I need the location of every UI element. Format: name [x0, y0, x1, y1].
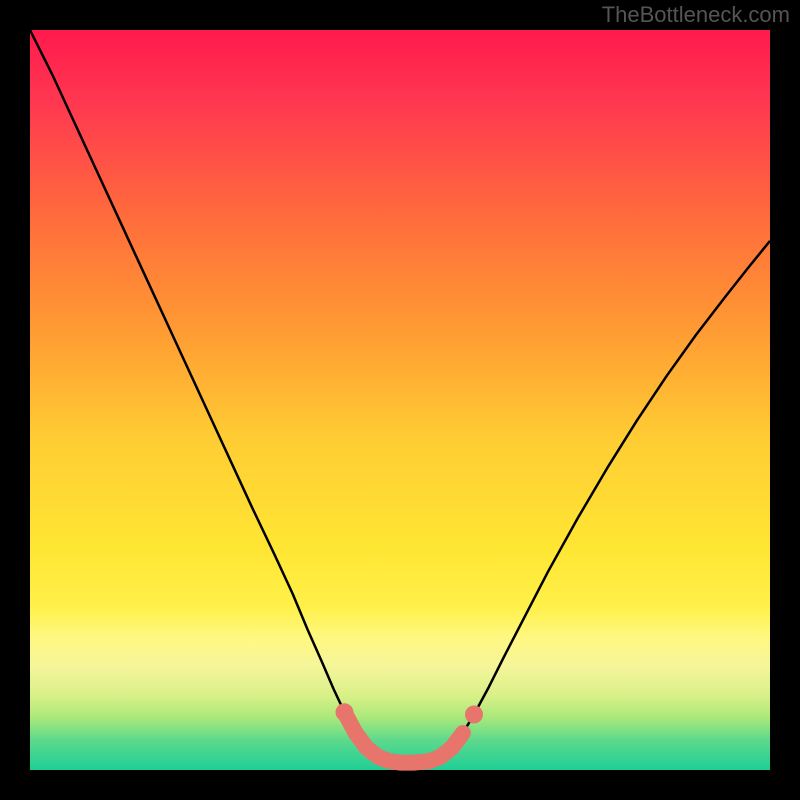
highlight-endpoint-1 [465, 706, 483, 724]
highlight-endpoint-0 [336, 703, 354, 721]
chart-background [30, 30, 770, 770]
chart-container: TheBottleneck.com [0, 0, 800, 800]
bottleneck-chart [0, 0, 800, 800]
watermark-text: TheBottleneck.com [602, 2, 790, 28]
